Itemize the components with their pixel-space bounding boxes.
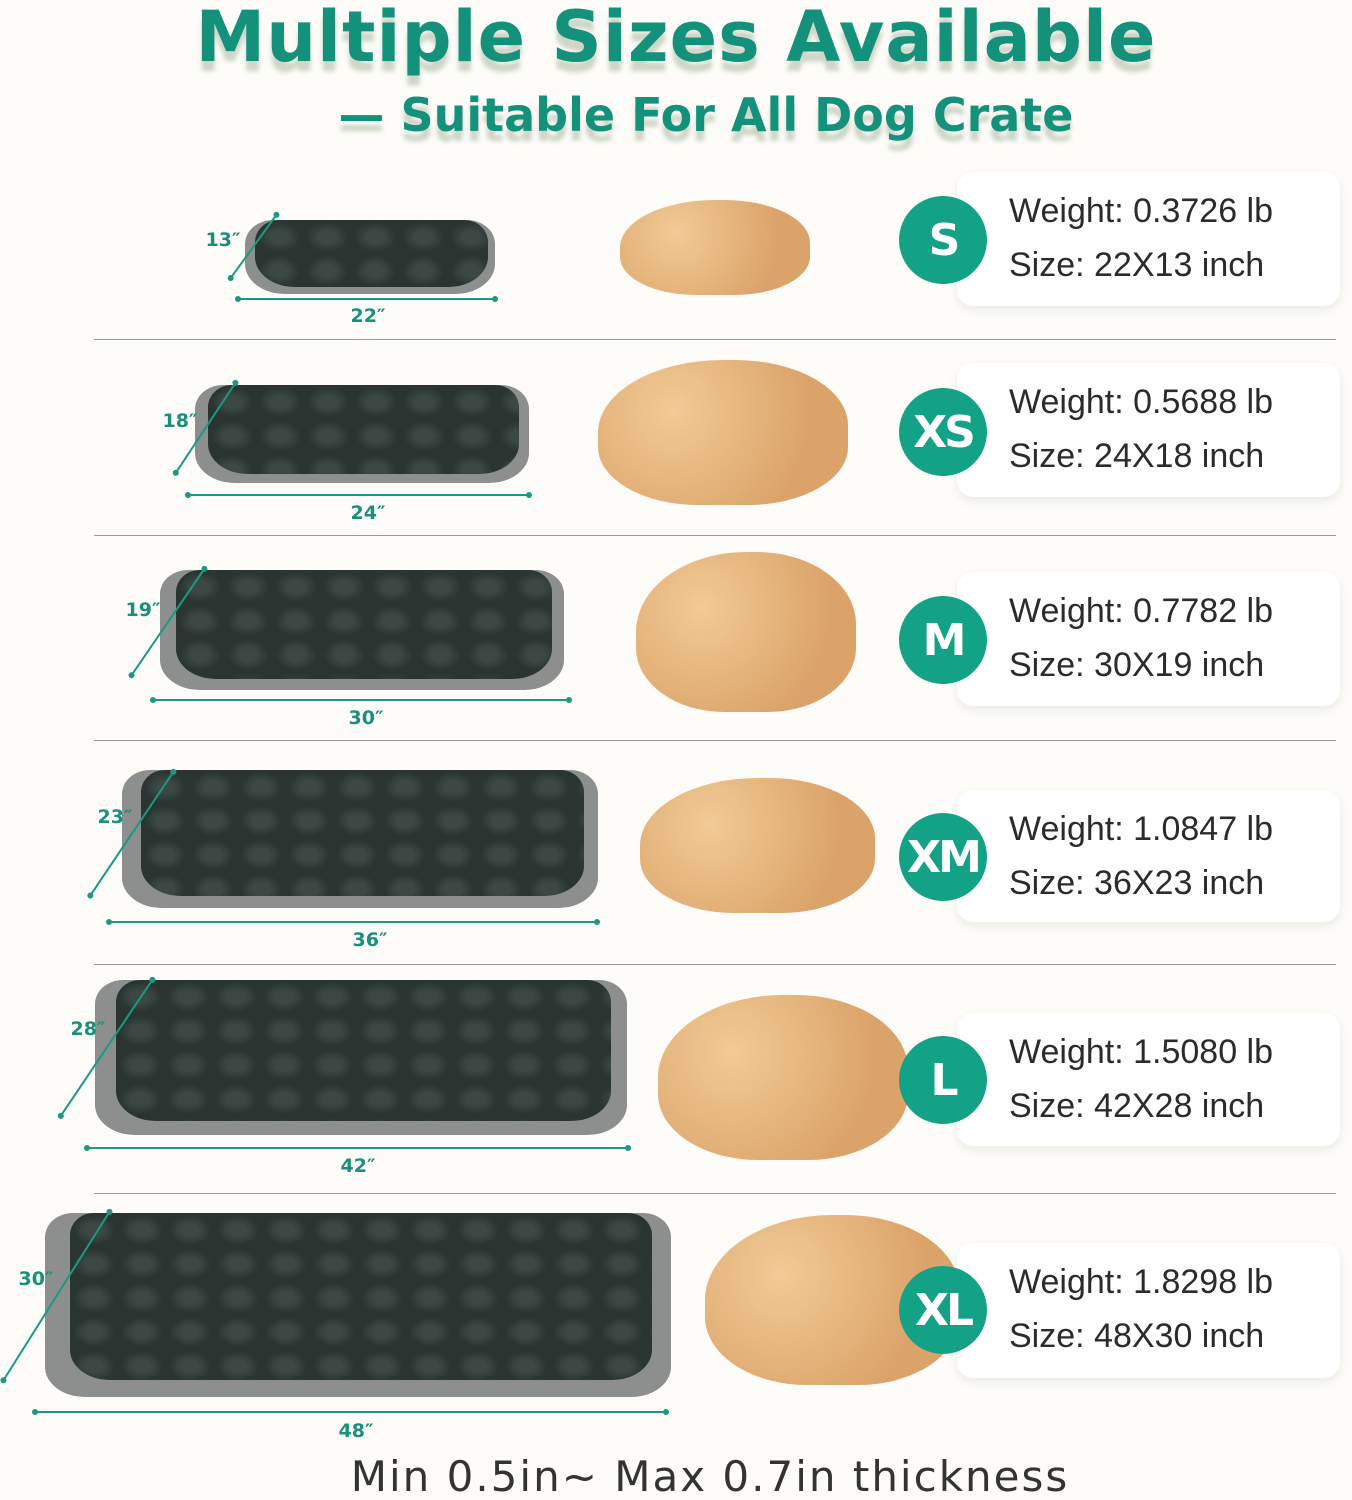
- height-dimension-label: 19″: [125, 599, 161, 621]
- size-text: Size: 42X28 inch: [1009, 1087, 1265, 1125]
- width-dimension-line: [32, 1409, 669, 1415]
- size-text: Size: 48X30 inch: [1009, 1317, 1265, 1355]
- spec-card: Weight: 0.3726 lb Size: 22X13 inch: [957, 172, 1340, 306]
- size-badge: XS: [899, 388, 987, 476]
- mat-image: [122, 770, 598, 908]
- page-subtitle: — Suitable For All Dog Crate: [338, 88, 1074, 142]
- width-dimension-line: [84, 1145, 631, 1151]
- height-dimension-label: 23″: [97, 806, 133, 828]
- size-badge: XM: [899, 813, 987, 901]
- width-dimension-label: 42″: [340, 1155, 376, 1177]
- size-text: Size: 30X19 inch: [1009, 646, 1265, 684]
- width-dimension-label: 48″: [338, 1420, 374, 1442]
- width-dimension-line: [150, 697, 572, 703]
- mat-image: [95, 980, 627, 1135]
- french-bulldog-and-corgi-photo: [636, 552, 856, 712]
- spec-card: Weight: 0.7782 lb Size: 30X19 inch: [957, 572, 1340, 706]
- mat-image: [245, 220, 495, 294]
- height-dimension-label: 13″: [205, 229, 241, 251]
- size-badge: M: [899, 596, 987, 684]
- spec-card: Weight: 1.8298 lb Size: 48X30 inch: [957, 1243, 1340, 1378]
- beagle-photo: [640, 778, 875, 913]
- size-text: Size: 24X18 inch: [1009, 437, 1265, 475]
- mat-image: [45, 1213, 671, 1397]
- size-text: Size: 22X13 inch: [1009, 246, 1265, 284]
- weight-text: Weight: 1.0847 lb: [1009, 810, 1274, 848]
- size-badge: L: [899, 1036, 987, 1124]
- width-dimension-line: [235, 296, 498, 302]
- height-dimension-label: 18″: [162, 410, 198, 432]
- weight-text: Weight: 0.7782 lb: [1009, 592, 1274, 630]
- size-text: Size: 36X23 inch: [1009, 864, 1265, 902]
- size-badge: XL: [899, 1266, 987, 1354]
- width-dimension-label: 30″: [348, 707, 384, 729]
- weight-text: Weight: 1.5080 lb: [1009, 1033, 1274, 1071]
- height-dimension-label: 28″: [70, 1018, 106, 1040]
- row-divider: [94, 339, 1336, 340]
- width-dimension-line: [185, 492, 532, 498]
- thickness-note: Min 0.5in~ Max 0.7in thickness: [350, 1452, 1070, 1500]
- width-dimension-label: 22″: [350, 305, 386, 327]
- spec-card: Weight: 0.5688 lb Size: 24X18 inch: [957, 363, 1340, 497]
- width-dimension-label: 24″: [350, 502, 386, 524]
- mat-image: [160, 570, 564, 690]
- spec-card: Weight: 1.0847 lb Size: 36X23 inch: [957, 790, 1340, 922]
- row-divider: [94, 1193, 1336, 1194]
- spec-card: Weight: 1.5080 lb Size: 42X28 inch: [957, 1013, 1340, 1146]
- row-divider: [94, 964, 1336, 965]
- weight-text: Weight: 0.5688 lb: [1009, 383, 1274, 421]
- weight-text: Weight: 1.8298 lb: [1009, 1263, 1274, 1301]
- width-dimension-label: 36″: [352, 929, 388, 951]
- border-collie-photo: [658, 995, 908, 1160]
- page-title: Multiple Sizes Available: [195, 0, 1157, 78]
- cat-photo: [620, 200, 810, 295]
- width-dimension-line: [106, 919, 600, 925]
- size-badge: S: [899, 196, 987, 284]
- height-dimension-label: 30″: [18, 1268, 54, 1290]
- row-divider: [94, 740, 1336, 741]
- cat-and-chihuahua-photo: [598, 360, 848, 505]
- weight-text: Weight: 0.3726 lb: [1009, 192, 1274, 230]
- row-divider: [94, 535, 1336, 536]
- mat-image: [195, 385, 529, 483]
